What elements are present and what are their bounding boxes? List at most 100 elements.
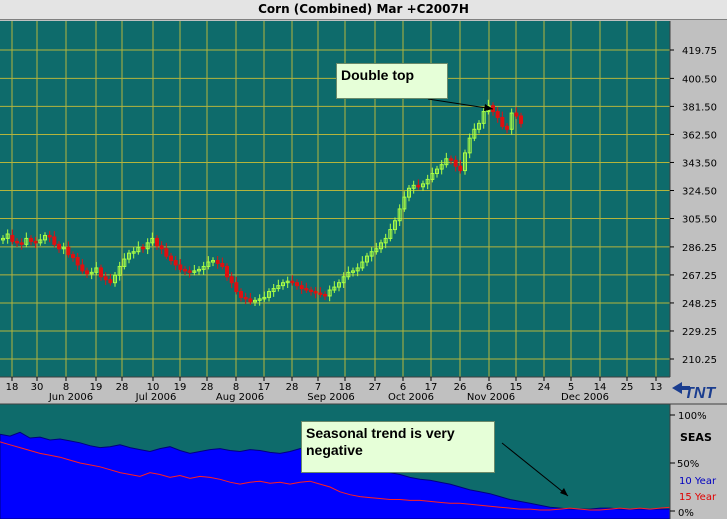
candle [346,266,351,280]
double-top-arrowhead [484,104,493,111]
candle [57,241,61,253]
candle [332,281,337,293]
seasonal-arrow [501,442,569,497]
candle [75,253,80,271]
candle [425,174,430,190]
candle [360,256,365,271]
price-tick-label: 286.25 [682,243,717,254]
price-tick-label: 248.25 [682,299,717,310]
candle [271,283,276,297]
candle [164,242,169,260]
price-tick-label: 400.50 [682,74,717,85]
candle [169,252,173,265]
candle [80,259,85,274]
candle [136,241,141,255]
candle [467,133,472,159]
candle [500,111,505,130]
candle [435,165,439,178]
candle [43,232,47,245]
candle [351,267,355,277]
candle [262,291,267,302]
date-tick-label: 14 [594,382,607,393]
candle [145,238,150,255]
candle [66,241,71,258]
candle [365,252,369,267]
candle [397,204,402,227]
candle [173,255,178,271]
candle [295,279,299,290]
candle [416,179,421,190]
date-tick-label: 28 [201,382,214,393]
candle [276,279,281,292]
date-tick-label: 19 [174,382,187,393]
candle [248,292,253,305]
chart-title: Corn (Combined) Mar +C2007H [258,2,469,16]
candle [33,236,38,249]
seas-label: SEAS [680,431,712,444]
candle [505,123,509,134]
candle [514,107,519,119]
candle [439,160,444,175]
candle [215,255,220,269]
price-tick-label: 419.75 [682,46,717,57]
candle [234,276,239,295]
date-tick-label: 8 [233,382,239,393]
price-tick-label: 229.25 [682,327,717,338]
price-tick-label: 381.50 [682,102,717,113]
candle [495,107,500,123]
candle [421,180,425,191]
candle [38,233,43,246]
candle [411,180,416,194]
date-tick-label: 28 [116,382,129,393]
annotation-arrows [427,98,569,497]
date-tick-label: 5 [568,382,574,393]
month-label: Jun 2006 [48,392,93,403]
candle [407,185,411,202]
date-tick-label: 28 [286,382,299,393]
date-tick-label: 17 [258,382,271,393]
month-label: Sep 2006 [307,392,354,403]
month-label: Oct 2006 [388,392,434,403]
seas-tick-0: 0% [678,508,694,519]
candle [178,259,183,273]
candle [122,253,127,270]
seas-tick-50: 50% [677,459,699,470]
candle [281,279,285,290]
date-tick-label: 19 [90,382,103,393]
candle [449,155,453,165]
date-tick-label: 6 [486,382,492,393]
price-tick-label: 267.25 [682,271,717,282]
candle [108,273,113,286]
candle [197,266,201,276]
price-axis-labels: 419.75 400.50 381.50 362.50 343.50 324.50 305.… [670,46,717,366]
price-tick-label: 324.50 [682,186,717,197]
seasonal-axis: 100% 50% 0% SEAS 10 Year 15 Year [669,404,717,519]
date-tick-label: 15 [510,382,523,393]
candle [52,231,57,248]
seasonal-arrowhead [560,488,568,496]
date-tick-label: 25 [621,382,634,393]
candle [463,149,467,175]
price-tick-label: 362.50 [682,130,717,141]
candle [379,239,383,253]
date-tick-label: 13 [650,382,663,393]
candle [337,279,341,292]
candle [374,242,379,255]
price-tick-label: 343.50 [682,158,717,169]
price-tick-label: 305.50 [682,215,717,226]
candle [323,291,327,301]
seasonal-line-15-year [0,441,671,511]
candle [187,266,192,278]
candle [257,294,262,306]
candle [141,244,145,253]
month-label: Aug 2006 [216,392,264,403]
candle [192,264,197,276]
candle [430,167,435,183]
candle [477,120,481,134]
candle [309,286,313,296]
price-axis-bg [670,21,727,377]
candle [29,235,33,246]
candle [383,233,388,249]
candle [369,247,374,262]
